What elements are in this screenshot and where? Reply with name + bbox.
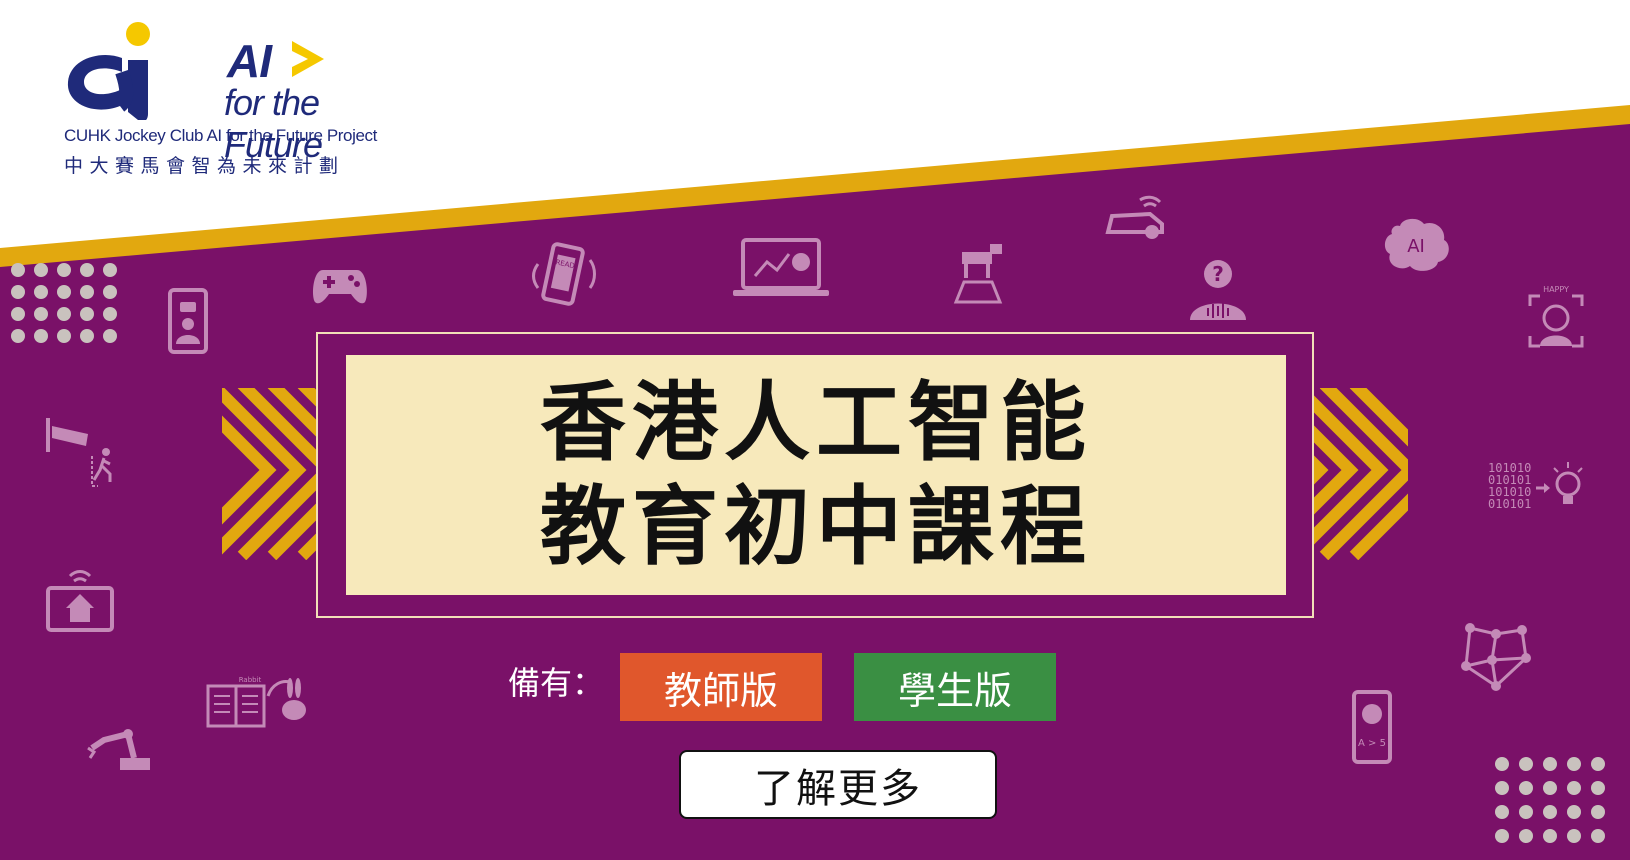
surveillance-camera-icon xyxy=(46,418,112,487)
dot-grid-icon xyxy=(11,263,117,343)
logo[interactable]: AI for the Future CUHK Jockey Club AI fo… xyxy=(62,20,392,180)
title-frame xyxy=(316,332,1314,618)
page-title-line-1: 香港人工智能 xyxy=(540,373,1092,473)
dot-grid-icon xyxy=(1495,757,1605,843)
neural-network-icon xyxy=(1461,623,1531,691)
binary-line: 010101 xyxy=(1488,497,1531,511)
right-chevron-icon xyxy=(1314,388,1408,560)
rabbit-label: Rabbit xyxy=(239,676,262,684)
ai-brain-icon: AI xyxy=(1384,218,1449,271)
gamepad-icon xyxy=(313,270,367,304)
emotion-recognition-icon: HAPPY xyxy=(1528,285,1584,348)
logo-project-zh: 中大賽馬會智為未來計劃 xyxy=(64,155,345,177)
teacher-version-button[interactable]: 教師版 xyxy=(620,653,822,721)
phone-chat-icon xyxy=(168,288,208,354)
laptop-chart-icon xyxy=(733,238,829,296)
logo-subtitle: for the Future xyxy=(224,82,323,165)
logo-title: AI xyxy=(227,35,272,87)
binary-lightbulb-icon: 101010 010101 101010 010101 xyxy=(1488,461,1583,511)
logo-project-en: CUHK Jockey Club AI for the Future Proje… xyxy=(64,126,377,145)
versions-label: 備有： xyxy=(508,664,605,702)
learn-more-button[interactable]: 了解更多 xyxy=(679,750,997,819)
gold-stripe xyxy=(0,105,1630,267)
robot-arm-icon xyxy=(87,729,150,770)
voice-question-icon: ? xyxy=(1190,260,1246,320)
ai-brain-label: AI xyxy=(1407,236,1425,257)
ci-logo-mark-icon xyxy=(67,22,150,120)
title-panel: 香港人工智能 教育初中課程 xyxy=(346,355,1286,595)
translation-phone-icon: A > 5 xyxy=(1352,690,1392,764)
robot-dog-icon xyxy=(953,244,1003,304)
self-driving-car-icon xyxy=(1105,195,1164,239)
happy-label: HAPPY xyxy=(1543,285,1569,294)
logo-arrow-icon xyxy=(292,41,324,77)
read-label: READ xyxy=(555,258,576,270)
translate-label: A > 5 xyxy=(1358,738,1386,749)
binary-line: 010101 xyxy=(1488,473,1531,487)
page-title-line-2: 教育初中課程 xyxy=(540,477,1092,577)
left-chevron-icon xyxy=(222,388,316,560)
reading-phone-icon: READ xyxy=(532,242,596,306)
binary-line: 101010 xyxy=(1488,485,1531,499)
binary-line: 101010 xyxy=(1488,461,1531,475)
svg-text:?: ? xyxy=(1212,262,1224,286)
smart-home-icon xyxy=(46,570,114,632)
student-version-button[interactable]: 學生版 xyxy=(854,653,1056,721)
story-book-icon: Rabbit xyxy=(206,676,306,728)
